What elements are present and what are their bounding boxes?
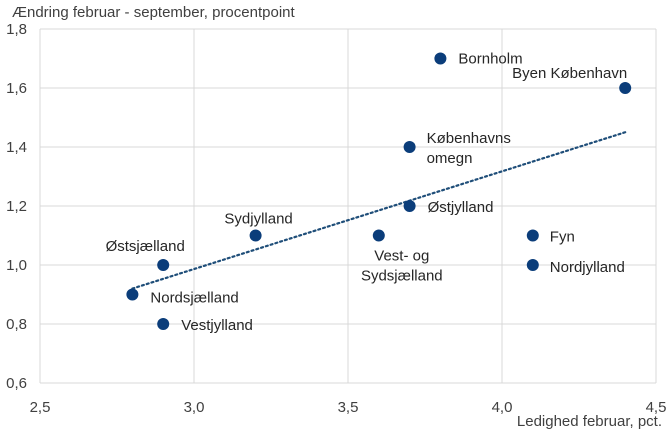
point-label: Sydjylland [224,211,292,228]
data-point [434,52,447,65]
point-label: Vestjylland [181,317,253,334]
point-label: Fyn [550,229,575,246]
y-tick-label: 0,8 [6,316,27,333]
point-label: Byen København [512,65,627,82]
y-tick-label: 1,4 [6,139,27,156]
x-tick-label: 4,0 [492,399,513,416]
x-tick-label: 3,5 [338,399,359,416]
y-tick-label: 0,6 [6,375,27,392]
point-label: Vest- og Sydsjælland [361,248,443,285]
trendline-group [131,131,627,290]
x-axis-ticks: 2,5 3,0 3,5 4,0 4,5 [30,399,667,416]
y-axis-title: Ændring februar - september, procentpoin… [12,4,295,21]
y-tick-label: 1,2 [6,198,27,215]
y-axis-ticks: 0,6 0,8 1,0 1,2 1,4 1,6 1,8 [6,21,27,392]
trendline [131,131,627,290]
data-points [126,52,632,330]
y-tick-label: 1,0 [6,257,27,274]
x-tick-label: 4,5 [646,399,667,416]
data-point [249,229,262,242]
point-label: Bornholm [458,51,522,68]
y-tick-label: 1,6 [6,80,27,97]
data-point [403,200,416,212]
point-label: Nordjylland [550,259,625,276]
y-tick-label: 1,8 [6,21,27,38]
point-label: Nordsjælland [150,290,238,307]
data-point [526,229,539,242]
point-label: Københavns omegn [427,130,511,167]
point-label: Østjylland [428,199,494,216]
point-label: Østsjælland [106,238,185,255]
data-point [526,259,539,271]
x-tick-label: 2,5 [30,399,51,416]
x-tick-label: 3,0 [184,399,205,416]
data-point [372,229,385,242]
gridlines [39,28,657,384]
data-point [126,288,139,301]
data-point [157,318,170,330]
data-point [403,141,416,153]
data-point [157,259,170,271]
x-axis-title: Ledighed februar, pct. [517,413,662,430]
data-point [619,82,632,94]
